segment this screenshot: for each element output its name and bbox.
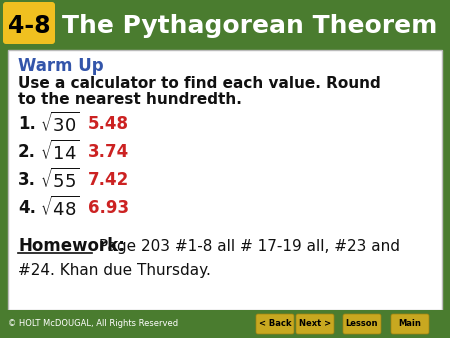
Text: 1.: 1.	[18, 115, 36, 133]
Text: The Pythagorean Theorem: The Pythagorean Theorem	[62, 14, 437, 38]
Text: $\sqrt{30}$: $\sqrt{30}$	[40, 112, 80, 136]
Text: 3.74: 3.74	[88, 143, 129, 161]
Text: $\sqrt{48}$: $\sqrt{48}$	[40, 196, 80, 220]
Text: $\sqrt{14}$: $\sqrt{14}$	[40, 140, 80, 164]
FancyBboxPatch shape	[343, 314, 381, 334]
Text: 2.: 2.	[18, 143, 36, 161]
Text: #24. Khan due Thursday.: #24. Khan due Thursday.	[18, 263, 211, 277]
Text: $\sqrt{55}$: $\sqrt{55}$	[40, 168, 80, 192]
Text: Page 203 #1-8 all # 17-19 all, #23 and: Page 203 #1-8 all # 17-19 all, #23 and	[94, 239, 400, 254]
Text: 6.93: 6.93	[88, 199, 129, 217]
Text: < Back: < Back	[259, 319, 291, 329]
Text: 7.42: 7.42	[88, 171, 129, 189]
Text: © HOLT McDOUGAL, All Rights Reserved: © HOLT McDOUGAL, All Rights Reserved	[8, 319, 178, 329]
FancyBboxPatch shape	[0, 310, 450, 338]
Text: Main: Main	[399, 319, 422, 329]
Text: Lesson: Lesson	[346, 319, 378, 329]
FancyBboxPatch shape	[256, 314, 294, 334]
FancyBboxPatch shape	[8, 50, 442, 310]
Text: to the nearest hundredth.: to the nearest hundredth.	[18, 93, 242, 107]
Text: Homework:: Homework:	[18, 237, 125, 255]
Text: Next >: Next >	[299, 319, 331, 329]
FancyBboxPatch shape	[3, 2, 55, 44]
FancyBboxPatch shape	[296, 314, 334, 334]
Text: 4.: 4.	[18, 199, 36, 217]
FancyBboxPatch shape	[391, 314, 429, 334]
Text: Use a calculator to find each value. Round: Use a calculator to find each value. Rou…	[18, 76, 381, 92]
Text: 4-8: 4-8	[8, 14, 50, 38]
Text: Warm Up: Warm Up	[18, 57, 104, 75]
Text: 3.: 3.	[18, 171, 36, 189]
Text: 5.48: 5.48	[88, 115, 129, 133]
FancyBboxPatch shape	[0, 0, 450, 46]
